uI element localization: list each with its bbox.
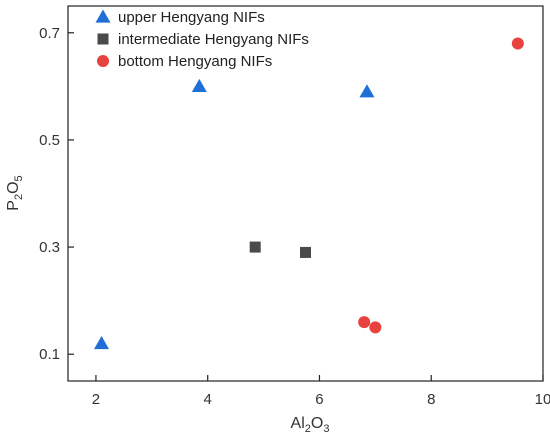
- data-points: [94, 37, 524, 350]
- axis-tick-labels: 2 4 6 8 10 0.1 0.3 0.5 0.7: [39, 25, 550, 408]
- legend: upper Hengyang NIFs intermediate Hengyang…: [95, 9, 309, 70]
- data-point-triangle: [359, 84, 375, 98]
- y-tick-label: 0.1: [39, 346, 60, 363]
- data-point-square: [300, 246, 311, 258]
- legend-label: intermediate Hengyang NIFs: [118, 31, 309, 48]
- y-axis-label: P2O5: [5, 175, 25, 210]
- x-axis-label: Al2O3: [291, 415, 330, 435]
- data-point-circle: [358, 316, 371, 329]
- plot-area-frame: [67, 5, 544, 382]
- x-tick-label: 8: [427, 391, 435, 408]
- y-tick-label: 0.7: [39, 25, 60, 42]
- legend-marker-circle: [97, 55, 109, 67]
- data-point-triangle: [94, 336, 110, 350]
- data-point-circle: [369, 321, 382, 334]
- x-tick-label: 6: [315, 391, 323, 408]
- legend-label: bottom Hengyang NIFs: [118, 53, 272, 70]
- legend-marker-triangle: [95, 9, 111, 23]
- data-point-circle: [511, 37, 524, 50]
- y-tick-label: 0.5: [39, 132, 60, 149]
- x-tick-label: 4: [204, 391, 212, 408]
- legend-marker-square: [97, 33, 109, 45]
- axis-ticks: [68, 32, 544, 381]
- data-point-square: [249, 241, 261, 253]
- legend-label: upper Hengyang NIFs: [118, 9, 265, 26]
- x-tick-label: 10: [535, 391, 550, 408]
- data-point-triangle: [191, 78, 207, 92]
- x-tick-label: 2: [92, 391, 100, 408]
- y-tick-label: 0.3: [39, 239, 60, 256]
